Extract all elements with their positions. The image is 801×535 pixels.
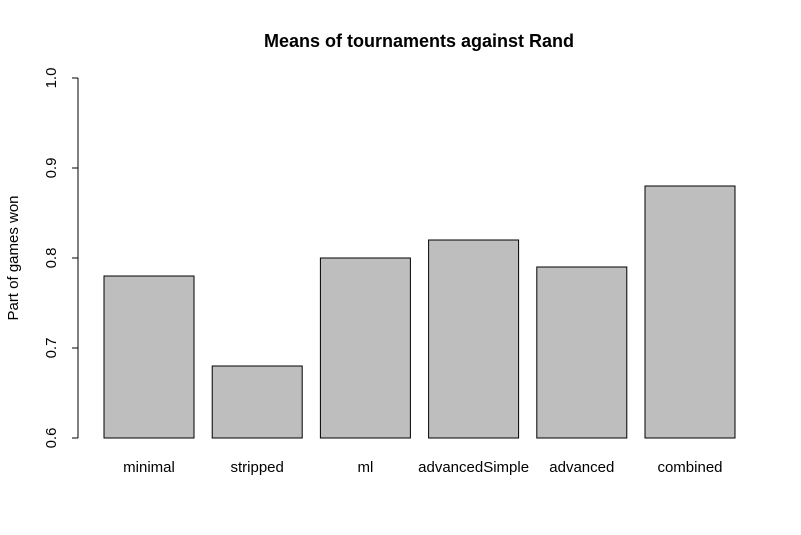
bar-ml	[319, 257, 411, 439]
x-tick-label: ml	[357, 459, 373, 476]
bar-minimal	[103, 275, 195, 439]
bar-combined	[644, 185, 736, 439]
y-tick-label: 0.6	[43, 428, 60, 449]
y-axis-label: Part of games won	[5, 195, 22, 320]
x-tick-label: combined	[657, 459, 722, 476]
x-tick-label: stripped	[231, 459, 284, 476]
x-tick-label: advanced	[549, 459, 614, 476]
y-axis-ticks: 0.6 0.7 0.8 0.9 1.0	[43, 68, 78, 449]
bar-advancedSimple	[428, 239, 520, 439]
bar-advanced	[536, 266, 628, 439]
category-labels: minimal stripped ml advancedSimple advanced c…	[123, 459, 722, 476]
bars-group	[103, 185, 736, 439]
y-tick-label: 0.9	[43, 158, 60, 179]
y-tick-label: 0.8	[43, 248, 60, 269]
bar-stripped	[211, 365, 303, 439]
x-tick-label: minimal	[123, 459, 175, 476]
y-tick-label: 0.7	[43, 338, 60, 359]
y-tick-label: 1.0	[43, 68, 60, 89]
x-tick-label: advancedSimple	[418, 459, 529, 476]
chart-title: Means of tournaments against Rand	[264, 31, 574, 51]
